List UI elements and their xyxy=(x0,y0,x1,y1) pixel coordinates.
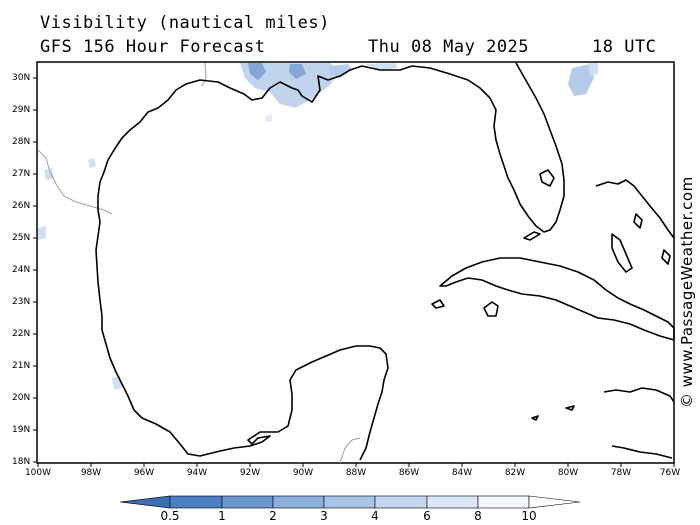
colorbar-label: 1 xyxy=(218,509,226,523)
lon-label: 82W xyxy=(504,468,526,478)
lat-label: 20N xyxy=(12,393,31,403)
coastline xyxy=(95,62,675,461)
forecast-date: Thu 08 May 2025 xyxy=(368,37,530,57)
colorbar-label: 0.5 xyxy=(160,509,180,523)
lon-label: 86W xyxy=(398,468,420,478)
colorbar-label: 2 xyxy=(269,509,277,523)
lat-label: 27N xyxy=(12,169,31,179)
lat-ticks xyxy=(33,77,37,463)
lat-label: 26N xyxy=(12,201,31,211)
lat-label: 29N xyxy=(12,105,31,115)
lat-label: 23N xyxy=(12,297,31,307)
colorbar-label: 8 xyxy=(474,509,482,523)
colorbar-label: 10 xyxy=(521,509,537,523)
lat-label: 19N xyxy=(12,425,31,435)
lon-label: 80W xyxy=(557,468,579,478)
lat-label: 18N xyxy=(12,457,31,467)
lon-label: 96W xyxy=(133,468,155,478)
lon-label: 78W xyxy=(610,468,632,478)
colorbar-label: 6 xyxy=(423,509,431,523)
lon-label: 92W xyxy=(239,468,261,478)
colorbar-label: 4 xyxy=(371,509,379,523)
colorbar-low-arrow xyxy=(119,495,171,509)
lat-label: 22N xyxy=(12,329,31,339)
lon-label: 100W xyxy=(24,468,52,478)
lon-label: 90W xyxy=(292,468,314,478)
title-forecast: GFS 156 Hour Forecast xyxy=(40,37,266,57)
credit-watermark: © www.PassageWeather.com xyxy=(678,176,696,408)
colorbar-high-arrow xyxy=(528,495,581,509)
lat-label: 25N xyxy=(12,233,31,243)
forecast-time: 18 UTC xyxy=(592,37,657,57)
lat-label: 28N xyxy=(12,137,31,147)
lon-label: 84W xyxy=(451,468,473,478)
colorbar-label: 3 xyxy=(320,509,328,523)
lon-label: 76W xyxy=(659,468,681,478)
colorbar xyxy=(119,495,581,509)
lon-label: 94W xyxy=(186,468,208,478)
title-variable: Visibility (nautical miles) xyxy=(40,13,330,33)
lon-ticks xyxy=(37,463,675,467)
lon-label: 98W xyxy=(80,468,102,478)
map-frame xyxy=(36,61,675,464)
lat-label: 24N xyxy=(12,265,31,275)
lat-label: 30N xyxy=(12,73,31,83)
political-borders xyxy=(37,62,361,464)
lat-label: 21N xyxy=(12,361,31,371)
lon-label: 88W xyxy=(345,468,367,478)
